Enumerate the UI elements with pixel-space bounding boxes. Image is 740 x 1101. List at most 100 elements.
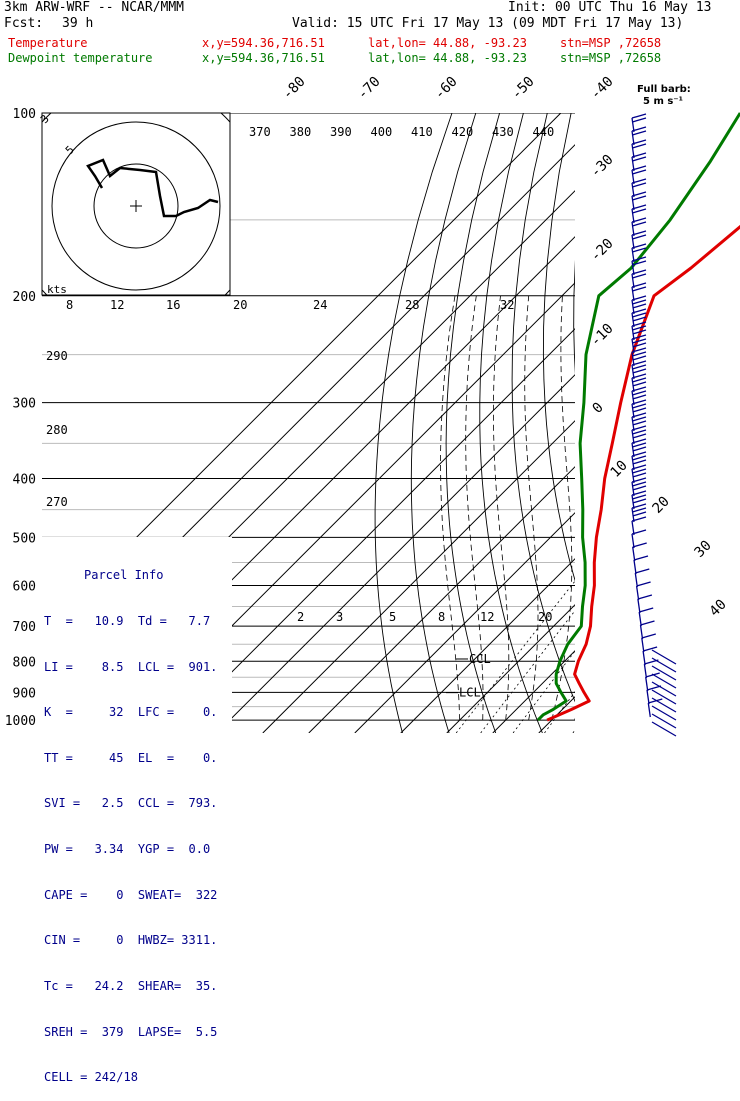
parcel-row: TT = 45 EL = 0. — [44, 750, 218, 765]
wind-barb-staff — [631, 416, 635, 432]
pressure-tick-label: 800 — [13, 655, 36, 670]
wind-barb-flag — [632, 472, 647, 478]
moist-adiabat — [440, 295, 461, 721]
wind-barb — [631, 204, 647, 224]
wind-barb-staff — [631, 455, 635, 471]
dry-adiabat — [573, 259, 575, 375]
wind-barb-flag — [632, 485, 647, 491]
wind-barb-flag — [632, 455, 647, 461]
wind-barb-flag — [632, 377, 647, 383]
wind-barb-flag — [640, 620, 655, 626]
wind-barb — [631, 360, 647, 380]
wind-barb-flag — [632, 498, 647, 504]
wind-barb-flag — [632, 364, 647, 370]
wind-barb-flag — [632, 325, 647, 331]
wind-barb-flag — [632, 195, 647, 201]
valid-time: Valid: 15 UTC Fri 17 May 13 (09 MDT Fri … — [292, 16, 684, 31]
wind-barb — [631, 321, 647, 341]
wind-barb-flag — [632, 468, 647, 474]
wind-barb-staff — [631, 325, 635, 341]
pressure-tick-label: 600 — [13, 579, 36, 594]
pressure-tick-label: 300 — [13, 397, 36, 412]
wind-barb-flag — [632, 273, 647, 279]
wind-barb-flag — [632, 156, 647, 162]
isotherm-label: -50 — [509, 74, 538, 103]
wind-barb-flag — [632, 299, 647, 305]
wind-barb — [631, 269, 647, 289]
theta-side-label: 280 — [46, 423, 68, 437]
wind-barb-staff — [631, 195, 635, 211]
parcel-row: LI = 8.5 LCL = 901. — [44, 659, 218, 674]
parcel-row: SVI = 2.5 CCL = 793. — [44, 796, 218, 811]
wind-barb-flag — [631, 217, 647, 223]
isotherm — [585, 113, 740, 733]
barb-legend-value: 5 m s⁻¹ — [643, 96, 683, 107]
wind-barb-staff — [631, 533, 635, 549]
wind-barb — [631, 464, 647, 484]
dry-adiabat — [542, 113, 575, 582]
wind-barb-flag — [632, 338, 647, 344]
wind-barb-flag — [648, 698, 663, 704]
parcel-info-background — [42, 537, 232, 733]
level-annotation: CCL — [456, 652, 491, 666]
dry-adiabat — [686, 113, 740, 733]
wind-barb-flag — [632, 511, 647, 517]
wind-barb — [631, 412, 647, 432]
theta-side-label: 290 — [46, 349, 68, 363]
wind-barb-flag — [632, 303, 647, 309]
parcel-info-panel: Parcel Info T = 10.9 Td = 7.7 LI = 8.5 L… — [44, 538, 230, 1101]
wind-barb-flag — [632, 507, 647, 513]
dry-adiabat — [631, 113, 740, 733]
wind-barb-flag — [631, 373, 647, 379]
wind-barb-staff — [632, 546, 636, 562]
wind-barb — [639, 620, 655, 640]
wind-barb-flag — [632, 169, 647, 175]
wind-barb — [632, 542, 647, 562]
wind-barb-flag — [632, 234, 647, 240]
isotherm — [446, 604, 575, 733]
wind-barb — [631, 425, 647, 445]
wind-barb-staff — [631, 442, 635, 458]
wind-barb-staff — [631, 507, 635, 523]
wind-barb-flag — [632, 403, 647, 409]
wind-barb-flag — [632, 329, 647, 335]
wind-barb-flag — [631, 191, 647, 197]
wind-barb-staff — [631, 377, 635, 393]
temperature-latlon: lat,lon= 44.88, -93.23 — [368, 36, 527, 50]
upper-scale-label: 8 — [66, 298, 73, 312]
dry-adiabat — [603, 113, 729, 733]
dry-adiabat — [410, 113, 477, 733]
wind-barb-staff — [639, 624, 644, 640]
wind-barb-staff — [631, 273, 635, 289]
isotherm-label: 10 — [608, 458, 631, 481]
wind-barb-flag — [632, 459, 647, 465]
wind-barb-staff — [631, 182, 635, 198]
pressure-tick-label: 1000 — [5, 714, 36, 729]
wind-barb — [631, 230, 647, 250]
wind-barb-staff — [631, 130, 635, 146]
wind-barb-flag — [631, 334, 647, 340]
wind-barb-flag — [631, 269, 647, 275]
wind-barb-flag — [632, 208, 647, 214]
wind-barbs — [631, 113, 677, 737]
wind-barb-flag — [631, 295, 647, 301]
wind-barb-flag — [631, 399, 647, 405]
moist-adiabat — [493, 295, 510, 721]
isotherm-label: -30 — [588, 152, 617, 181]
isotherm-label: -20 — [588, 236, 617, 265]
pressure-tick-label: 700 — [13, 620, 36, 635]
grid-clipped — [42, 113, 740, 733]
dry-adiabat — [445, 113, 501, 733]
wind-barb-staff — [631, 468, 635, 484]
pressure-tick-label: 900 — [13, 686, 36, 701]
wind-barb-flag — [632, 117, 647, 123]
wind-barb-flag — [646, 685, 662, 691]
wind-barb-flag — [632, 286, 647, 292]
mixing-ratio-label: 20 — [538, 610, 552, 624]
wind-barb-flag — [631, 464, 647, 470]
dewpoint-latlon: lat,lon= 44.88, -93.23 — [368, 51, 527, 65]
wind-barb-staff — [633, 559, 637, 575]
model-title: 3km ARW-WRF -- NCAR/MMM — [4, 0, 185, 15]
upper-scale-label: 24 — [313, 298, 327, 312]
